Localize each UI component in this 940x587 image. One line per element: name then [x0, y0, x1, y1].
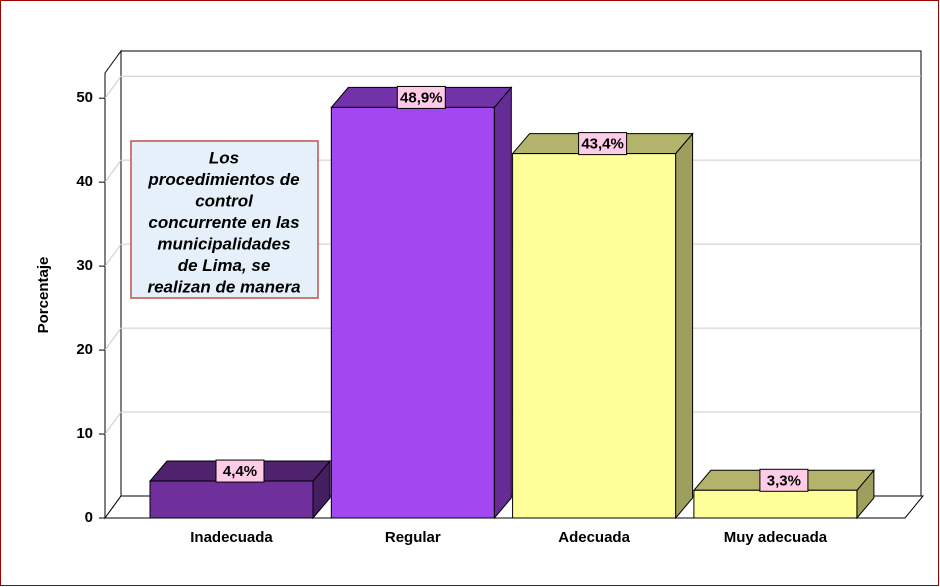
y-tick-label: 0: [85, 509, 93, 526]
bar: [693, 489, 858, 519]
grid-line: [104, 243, 122, 267]
y-tick-label: 10: [76, 425, 93, 442]
value-label: 43,4%: [581, 136, 624, 153]
y-tick-label: 30: [76, 257, 93, 274]
annotation-line: municipalidades: [157, 234, 290, 253]
x-tick-label: Adecuada: [558, 529, 630, 546]
bar-side: [675, 132, 694, 520]
grid-line: [104, 327, 122, 351]
value-label-box: [578, 132, 628, 156]
value-label: 3,3%: [767, 472, 801, 489]
grid-line: [104, 411, 122, 435]
annotation-line: Los: [209, 148, 239, 167]
annotation-line: control: [195, 191, 254, 210]
annotation-line: de Lima, se: [178, 256, 271, 275]
annotation-line: procedimientos de: [147, 170, 299, 189]
y-tick-label: 20: [76, 341, 93, 358]
value-label-box: [396, 85, 446, 109]
value-label-box: [759, 468, 809, 492]
annotation-line: realizan de manera: [147, 277, 300, 296]
x-tick-label: Regular: [385, 529, 441, 546]
value-label-box: [215, 459, 265, 483]
value-label: 48,9%: [400, 89, 443, 106]
x-tick-label: Inadecuada: [190, 529, 273, 546]
bar: [330, 106, 495, 519]
grid-line: [104, 75, 122, 99]
bar: [512, 153, 677, 519]
x-tick-label: Muy adecuada: [724, 529, 828, 546]
bar: [149, 480, 314, 519]
y-tick-label: 50: [76, 89, 93, 106]
annotation-line: concurrente en las: [148, 213, 299, 232]
y-tick-label: 40: [76, 173, 93, 190]
left-wall: [104, 49, 122, 520]
annotation-box: [130, 140, 319, 299]
value-label: 4,4%: [223, 463, 257, 480]
bar-side: [493, 86, 512, 520]
y-axis-label: Porcentaje: [35, 257, 52, 334]
grid-line: [104, 159, 122, 183]
